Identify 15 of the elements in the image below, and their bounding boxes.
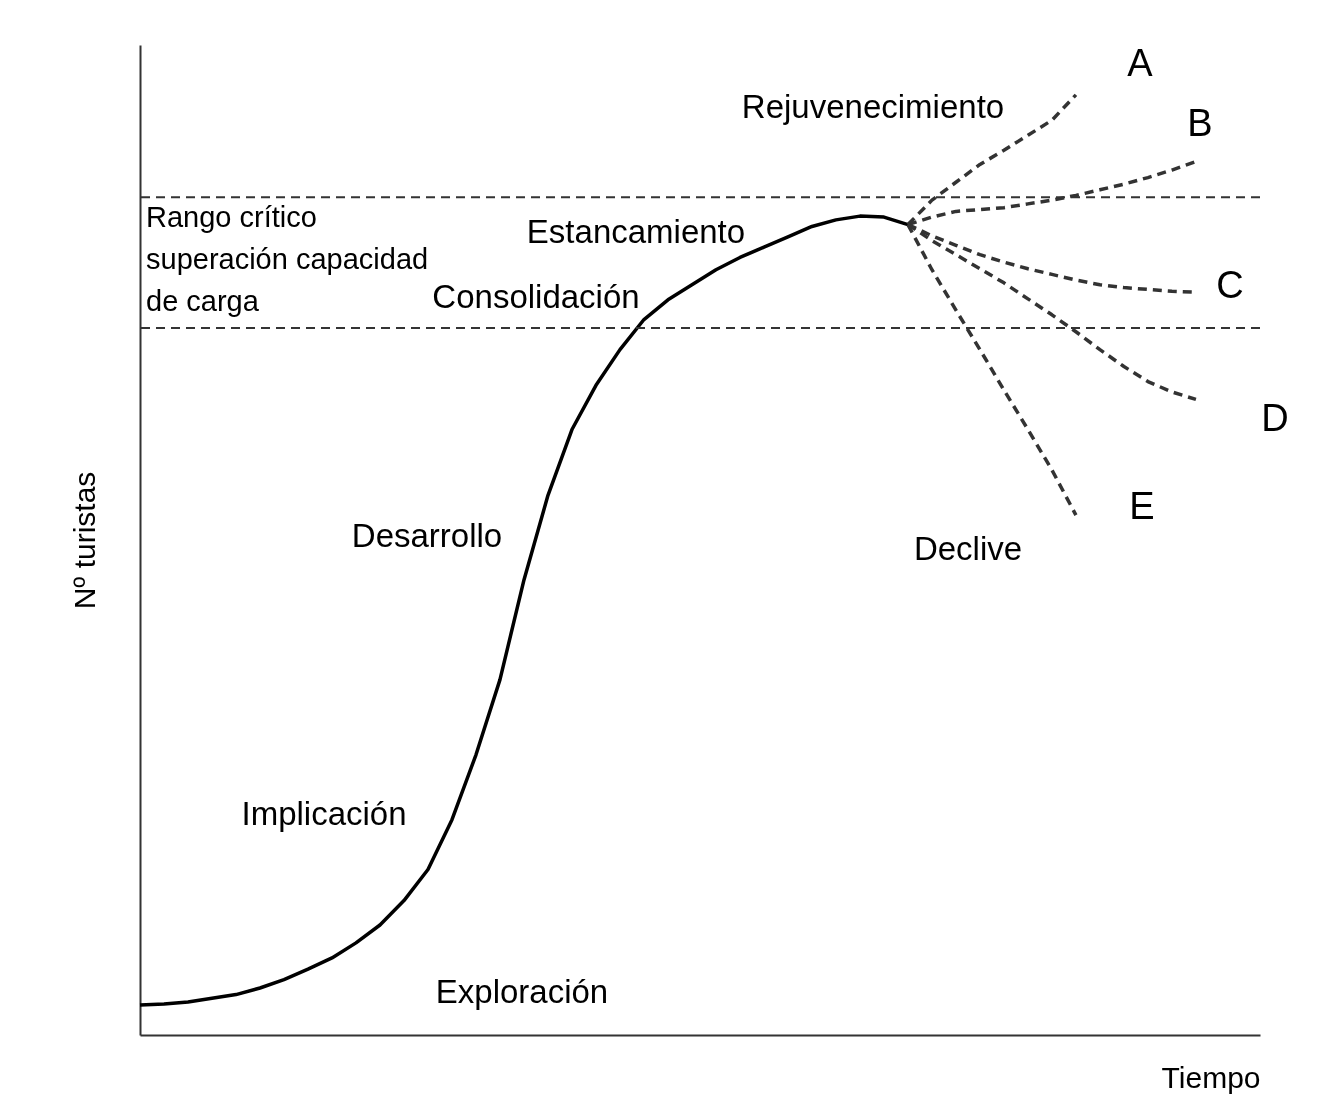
y-axis-title: Nº turistas xyxy=(67,471,101,610)
annotation: Desarrollo xyxy=(351,517,503,554)
annotation: Exploración xyxy=(435,973,609,1010)
series-label: D xyxy=(1261,397,1289,439)
annotation: Consolidación xyxy=(432,278,640,315)
x-axis-title: Tiempo xyxy=(1161,1060,1261,1094)
series-label: C xyxy=(1216,264,1244,306)
series-label: E xyxy=(1129,485,1155,527)
series-label: B xyxy=(1187,102,1213,144)
annotation: Rejuvenecimiento xyxy=(741,88,1005,125)
annotation: Declive xyxy=(913,530,1023,567)
annotation: Implicación xyxy=(241,795,407,832)
series-label: A xyxy=(1127,42,1154,84)
annotation: Estancamiento xyxy=(526,213,746,250)
annotation: Rango crítico superación capacidad de carga xyxy=(146,201,429,317)
